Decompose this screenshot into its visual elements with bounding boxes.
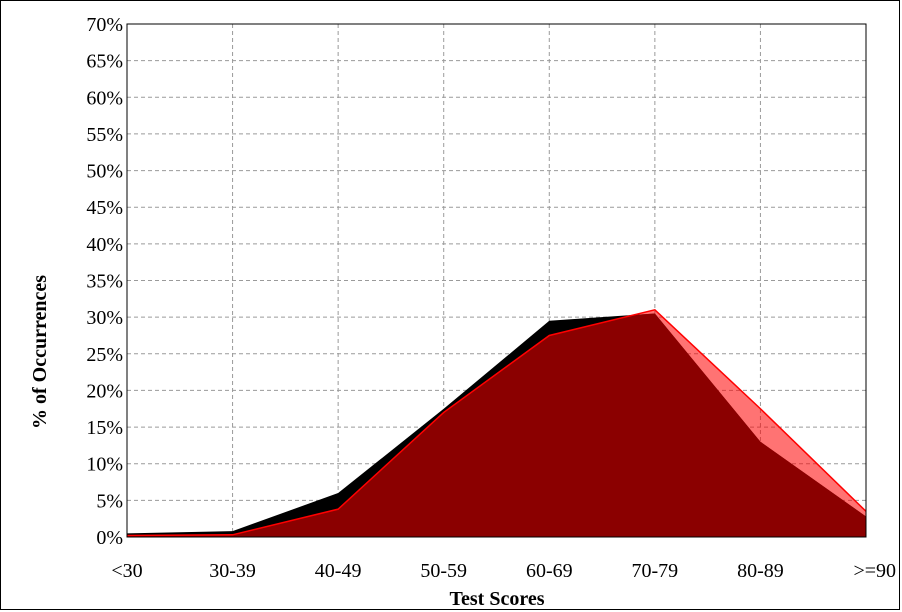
area-overlap <box>127 313 866 537</box>
y-tick-label: 15% <box>86 417 123 439</box>
y-axis-title: % of Occurrences <box>29 275 51 429</box>
x-tick-label: 70-79 <box>632 560 679 582</box>
x-tick-label: 80-89 <box>737 560 784 582</box>
x-tick-label: >=90 <box>853 560 896 582</box>
y-tick-label: 10% <box>86 454 123 476</box>
area-series-layer <box>126 308 867 537</box>
axes <box>126 23 867 538</box>
y-tick-label: 5% <box>96 490 123 512</box>
y-axis-tick-labels: 0% 5% 10% 15% 20% 25% 30% 35% 40% 45% 50% 55% 60% 65%… <box>86 14 123 549</box>
x-tick-label: 40-49 <box>315 560 362 582</box>
y-tick-label: 45% <box>86 197 123 219</box>
y-tick-label: 0% <box>96 527 123 549</box>
x-axis-title: Test Scores <box>450 588 545 610</box>
x-tick-label: 60-69 <box>526 560 573 582</box>
x-axis-tick-labels: <30 30-39 40-49 50-59 60-69 70-79 80-89 >=90 <box>111 560 896 582</box>
area-series-2-outline <box>126 308 867 537</box>
y-tick-label: 35% <box>86 271 123 293</box>
y-tick-label: 30% <box>86 307 123 329</box>
y-tick-label: 65% <box>86 51 123 73</box>
x-tick-label: 50-59 <box>420 560 467 582</box>
y-tick-label: 20% <box>86 380 123 402</box>
y-tick-label: 25% <box>86 344 123 366</box>
x-tick-label: 30-39 <box>209 560 256 582</box>
x-tick-label: <30 <box>111 560 142 582</box>
plot-area-border <box>126 23 867 538</box>
y-tick-label: 50% <box>86 161 123 183</box>
y-tick-label: 40% <box>86 234 123 256</box>
y-tick-label: 70% <box>86 14 123 36</box>
y-tick-label: 60% <box>86 87 123 109</box>
y-tick-label: 55% <box>86 124 123 146</box>
